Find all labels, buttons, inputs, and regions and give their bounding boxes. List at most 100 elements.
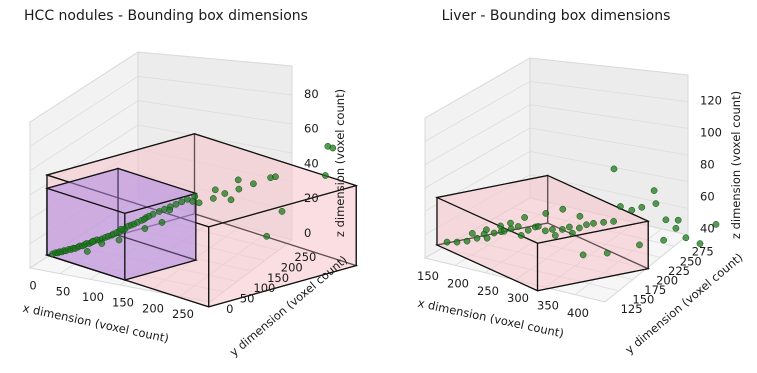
hcc-x-tick-label: 0 (29, 279, 36, 293)
liver-y-tick-label: 125 (621, 302, 643, 316)
hcc-data-point (234, 176, 242, 184)
liver-grid-line (529, 150, 689, 183)
liver-data-point (507, 219, 514, 227)
liver-data-point (636, 241, 643, 249)
liver-data-point (551, 232, 559, 239)
hcc-grid-line (137, 75, 293, 96)
liver-chart: Liver - Bounding box dimensions 15020025… (417, 8, 746, 357)
liver-y-tick-label: 250 (680, 254, 702, 268)
hcc-grid-line (29, 75, 139, 147)
liver-grid-line (424, 174, 531, 236)
hcc-grid-line (137, 148, 293, 183)
liver-data-point (712, 221, 720, 228)
hcc-data-point (209, 195, 217, 202)
liver-z-axis-label: z dimension (voxel count) (729, 91, 743, 239)
liver-x-tick-label: 250 (477, 284, 499, 298)
hcc-y-tick-label: 50 (240, 292, 255, 306)
liver-y-tick-label: 200 (656, 273, 678, 287)
liver-data-point (672, 224, 680, 232)
hcc-data-point (211, 186, 219, 194)
hcc-data-point (263, 232, 271, 240)
liver-x-tick-label: 300 (507, 291, 529, 305)
hcc-points (49, 142, 337, 258)
liver-y-tick-label: 225 (668, 264, 690, 278)
liver-grid-line (529, 127, 689, 156)
hcc-z-axis-label: z dimension (voxel count) (333, 89, 347, 237)
hcc-z-tick-label: 60 (304, 122, 319, 136)
liver-y-tick-label: 275 (692, 245, 714, 259)
liver-data-point (590, 219, 597, 227)
liver-chart-title: Liver - Bounding box dimensions (442, 8, 671, 24)
hcc-data-point (221, 190, 229, 197)
hcc-data-point (83, 248, 91, 255)
hcc-data-point (235, 185, 243, 193)
liver-data-point (696, 240, 704, 247)
liver-data-point (617, 203, 624, 210)
hcc-grid-line (137, 124, 293, 154)
liver-data-point (490, 229, 498, 237)
liver-points (443, 165, 720, 259)
liver-y-tick-label: 175 (644, 283, 666, 297)
hcc-grid-line (29, 100, 139, 172)
liver-data-point (600, 218, 607, 226)
liver-data-point (559, 205, 567, 213)
liver-data-point (650, 187, 658, 194)
liver-grid-line (512, 207, 675, 247)
liver-data-point (579, 251, 587, 259)
liver-grid-line (529, 174, 689, 209)
hcc-grid-line (137, 100, 293, 125)
hcc-z-tick-label: 80 (304, 87, 319, 101)
hcc-z-tick-label: 20 (304, 191, 319, 205)
liver-data-point (662, 216, 670, 224)
liver-x-tick-label: 150 (417, 269, 439, 283)
liver-data-point (542, 210, 550, 217)
hcc-y-tick-label: 150 (267, 271, 289, 285)
hcc-data-point (98, 240, 106, 247)
hcc-data-point (178, 198, 186, 206)
liver-grid-line (424, 150, 531, 212)
hcc-box-face (44, 133, 359, 228)
liver-data-point (497, 222, 504, 230)
liver-data-point (468, 230, 476, 237)
hcc-x-tick-label: 250 (172, 307, 194, 321)
hcc-data-point (195, 199, 203, 207)
hcc-data-point (166, 206, 174, 214)
hcc-data-point (329, 144, 337, 152)
hcc-y-tick-label: 0 (226, 302, 233, 316)
hcc-data-point (115, 236, 123, 244)
liver-data-point (483, 234, 491, 242)
hcc-data-point (89, 238, 96, 245)
hcc-data-point (149, 210, 157, 218)
liver-data-point (453, 238, 461, 246)
hcc-data-point (189, 198, 196, 205)
hcc-y-tick-label: 100 (253, 281, 275, 295)
liver-data-point (576, 224, 583, 232)
hcc-data-point (250, 180, 257, 188)
liver-data-point (534, 223, 542, 230)
liver-data-point (443, 238, 451, 246)
liver-data-point (628, 206, 636, 214)
hcc-data-point (278, 208, 286, 215)
liver-data-point (524, 226, 532, 234)
hcc-z-tick-label: 40 (304, 156, 319, 170)
liver-grid-line (424, 80, 531, 142)
hcc-grid-line (29, 173, 139, 245)
liver-data-point (566, 223, 573, 231)
hcc-data-point (140, 215, 148, 223)
hcc-box-0 (44, 132, 359, 308)
liver-data-point (610, 218, 617, 225)
liver-data-point (652, 200, 660, 207)
liver-data-point (521, 214, 528, 221)
liver-data-point (569, 229, 576, 237)
liver-data-point (576, 212, 584, 220)
liver-y-tick-label: 150 (632, 293, 654, 307)
liver-data-point (610, 165, 618, 173)
hcc-y-tick-label: 200 (281, 261, 303, 275)
hcc-x-tick-label: 50 (56, 284, 71, 298)
liver-data-point (660, 236, 667, 244)
liver-grid-line (529, 104, 689, 129)
liver-data-point (514, 223, 522, 230)
liver-z-tick-label: 100 (700, 126, 722, 140)
